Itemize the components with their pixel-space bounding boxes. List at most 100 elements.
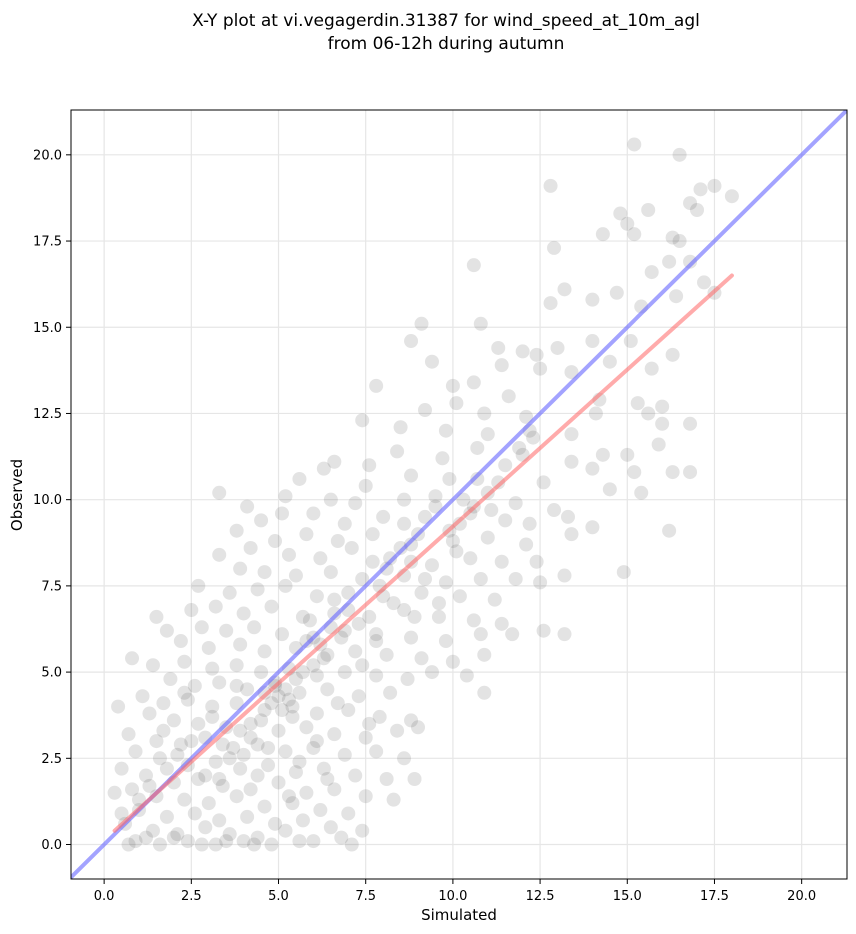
scatter-point-161 [466, 613, 481, 628]
scatter-point-235 [121, 727, 136, 742]
scatter-point-99 [254, 513, 269, 528]
scatter-point-124 [344, 540, 359, 555]
scatter-point-30 [404, 334, 419, 349]
scatter-point-355 [449, 544, 464, 559]
scatter-point-255 [379, 771, 394, 786]
scatter-point-6 [683, 196, 698, 211]
scatter-point-47 [501, 389, 516, 404]
scatter-point-251 [261, 758, 276, 773]
scatter-point-193 [229, 658, 244, 673]
scatter-point-268 [125, 782, 140, 797]
scatter-point-323 [334, 630, 349, 645]
scatter-point-223 [111, 699, 126, 714]
scatter-point-296 [128, 834, 143, 849]
scatter-point-21 [697, 275, 712, 290]
scatter-point-263 [271, 775, 286, 790]
scatter-point-236 [149, 734, 164, 749]
scatter-point-243 [337, 747, 352, 762]
scatter-point-372 [309, 734, 324, 749]
scatter-point-200 [424, 665, 439, 680]
scatter-point-216 [229, 696, 244, 711]
scatter-point-377 [320, 771, 335, 786]
scatter-point-146 [341, 585, 356, 600]
scatter-point-337 [261, 740, 276, 755]
y-tick-label-3: 7.5 [41, 579, 62, 594]
scatter-point-229 [271, 723, 286, 738]
scatter-point-83 [442, 471, 457, 486]
scatter-point-332 [233, 723, 248, 738]
scatter-point-118 [480, 530, 495, 545]
scatter-point-265 [327, 782, 342, 797]
scatter-point-232 [358, 730, 373, 745]
scatter-point-260 [191, 771, 206, 786]
scatter-point-304 [138, 830, 153, 845]
scatter-point-86 [602, 482, 617, 497]
scatter-point-234 [411, 720, 426, 735]
scatter-point-181 [257, 644, 272, 659]
x-tick-label-2: 5.0 [268, 889, 289, 904]
scatter-point-309 [121, 837, 136, 852]
scatter-point-8 [641, 203, 656, 218]
y-tick-label-2: 5.0 [41, 666, 62, 681]
scatter-point-301 [264, 837, 279, 852]
scatter-point-153 [208, 599, 223, 614]
scatter-point-294 [306, 834, 321, 849]
scatter-point-244 [369, 744, 384, 759]
scatter-point-2 [543, 178, 558, 193]
scatter-point-339 [229, 678, 244, 693]
x-axis-label: Simulated [421, 906, 497, 924]
chart-title-line-2: from 06-12h during autumn [328, 34, 565, 54]
scatter-point-276 [341, 806, 356, 821]
scatter-point-194 [254, 665, 269, 680]
scatter-point-289 [170, 827, 185, 842]
scatter-point-280 [187, 806, 202, 821]
scatter-point-63 [526, 430, 541, 445]
scatter-point-333 [236, 747, 251, 762]
scatter-point-199 [400, 671, 415, 686]
scatter-point-125 [383, 551, 398, 566]
scatter-point-148 [414, 585, 429, 600]
scatter-point-274 [285, 796, 300, 811]
y-axis-ticks: 0.0 2.5 5.0 7.5 10.0 12.5 15.0 17.5 20.0 [33, 148, 71, 853]
scatter-point-351 [498, 458, 513, 473]
scatter-point-345 [386, 596, 401, 611]
scatter-point-67 [651, 437, 666, 452]
scatter-point-104 [417, 509, 432, 524]
scatter-point-82 [404, 468, 419, 483]
scatter-point-283 [268, 816, 283, 831]
scatter-point-262 [243, 782, 258, 797]
scatter-point-376 [431, 596, 446, 611]
scatter-point-331 [254, 713, 269, 728]
scatter-point-62 [480, 427, 495, 442]
scatter-point-66 [620, 447, 635, 462]
scatter-point-15 [665, 230, 680, 245]
scatter-point-330 [243, 730, 258, 745]
scatter-point-311 [278, 682, 293, 697]
scatter-point-371 [355, 658, 370, 673]
scatter-point-290 [198, 820, 213, 835]
scatter-point-76 [390, 444, 405, 459]
scatter-point-173 [473, 627, 488, 642]
scatter-point-112 [268, 534, 283, 549]
scatter-point-74 [327, 454, 342, 469]
scatter-point-249 [208, 754, 223, 769]
scatter-point-363 [142, 778, 157, 793]
scatter-point-132 [288, 568, 303, 583]
scatter-point-1 [672, 147, 687, 162]
scatter-point-145 [309, 589, 324, 604]
y-tick-label-1: 2.5 [41, 752, 62, 767]
scatter-point-149 [452, 589, 467, 604]
scatter-point-14 [627, 227, 642, 242]
scatter-point-70 [585, 461, 600, 476]
scatter-point-246 [128, 744, 143, 759]
scatter-point-139 [557, 568, 572, 583]
scatter-point-57 [477, 406, 492, 421]
scatter-point-303 [344, 837, 359, 852]
scatter-point-378 [281, 789, 296, 804]
scatter-point-151 [533, 575, 548, 590]
scatter-point-308 [247, 837, 262, 852]
scatter-point-122 [281, 547, 296, 562]
x-axis-ticks: 0.0 2.5 5.0 7.5 10.0 12.5 15.0 17.5 20.0 [94, 879, 816, 904]
scatter-point-222 [404, 713, 419, 728]
